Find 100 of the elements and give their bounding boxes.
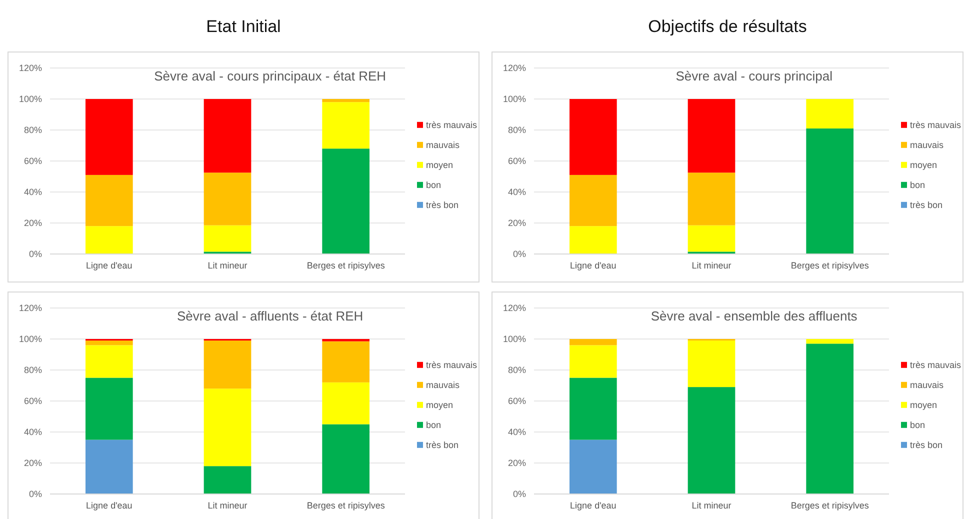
y-tick-label: 40% [508, 426, 526, 437]
legend-label: très mauvais [426, 120, 478, 130]
y-tick-label: 40% [24, 186, 42, 197]
bar [322, 424, 370, 494]
y-tick-label: 120% [18, 62, 42, 73]
y-tick-label: 80% [24, 364, 42, 375]
bar [570, 174, 617, 226]
legend-label: très bon [910, 200, 943, 210]
x-tick-label: Ligne d'eau [570, 500, 616, 510]
y-tick-label: 120% [502, 302, 526, 313]
x-tick-label: Berges et ripisylves [790, 260, 870, 270]
x-tick-label: Berges et ripisylves [306, 500, 386, 510]
bar [204, 388, 252, 466]
bar [86, 340, 133, 346]
text: Etat Initial [206, 17, 281, 36]
bar [570, 99, 617, 175]
legend-label: très bon [426, 200, 459, 210]
legend-label: bon [910, 420, 926, 430]
y-tick-label: 40% [508, 186, 526, 197]
y-tick-label: 60% [24, 396, 42, 406]
bar [322, 341, 370, 382]
bar [322, 102, 370, 149]
x-tick-label: Ligne d'eau [86, 260, 132, 270]
y-tick-label: 80% [508, 364, 526, 375]
bar [570, 339, 617, 346]
legend-label: très bon [426, 440, 459, 450]
legend-label: moyen [910, 400, 938, 410]
bar [322, 382, 370, 424]
legend-label: mauvais [910, 380, 944, 390]
bar [806, 128, 854, 254]
legend-label: bon [910, 180, 926, 190]
legend-label: très mauvais [910, 360, 962, 370]
x-tick-label: Lit mineur [208, 500, 248, 510]
y-tick-label: 100% [502, 334, 526, 344]
y-tick-label: 120% [502, 62, 526, 73]
legend-label: mauvais [910, 140, 944, 150]
legend-label: bon [426, 420, 442, 430]
legend-label: moyen [426, 400, 454, 410]
text: Objectifs de résultats [648, 17, 807, 36]
bar [86, 378, 133, 440]
bar [806, 344, 854, 494]
chart-title: Sèvre aval - cours principal [676, 68, 833, 84]
bar [204, 466, 252, 494]
y-tick-label: 60% [508, 396, 526, 406]
bar [688, 99, 736, 173]
y-tick-label: 80% [24, 124, 42, 135]
bar [204, 225, 252, 252]
bar [86, 99, 133, 175]
bar [688, 387, 736, 494]
y-tick-label: 100% [18, 334, 42, 344]
x-tick-label: Lit mineur [208, 260, 248, 270]
bar [688, 172, 736, 226]
bar [86, 226, 133, 254]
bar [204, 172, 252, 226]
legend-label: moyen [426, 160, 454, 170]
bar [204, 340, 252, 389]
x-tick-label: Ligne d'eau [570, 260, 616, 270]
bar [86, 345, 133, 378]
chart-title: Sèvre aval - cours principaux - état REH [154, 68, 386, 84]
legend-label: bon [426, 180, 442, 190]
bar [322, 148, 370, 254]
y-tick-label: 0% [28, 248, 42, 259]
x-tick-label: Lit mineur [692, 260, 732, 270]
legend-label: mauvais [426, 380, 460, 390]
x-tick-label: Berges et ripisylves [790, 500, 870, 510]
legend-label: très bon [910, 440, 943, 450]
y-tick-label: 20% [508, 458, 526, 468]
x-tick-label: Ligne d'eau [86, 500, 132, 510]
bar [688, 225, 736, 252]
x-tick-label: Lit mineur [692, 500, 732, 510]
bar [322, 99, 370, 102]
y-tick-label: 20% [24, 218, 42, 228]
y-tick-label: 80% [508, 124, 526, 135]
bar [570, 378, 617, 440]
legend-label: très mauvais [426, 360, 478, 370]
y-tick-label: 0% [512, 248, 526, 259]
bar [570, 440, 617, 494]
bar [806, 339, 854, 344]
bar [806, 99, 854, 128]
legend-label: très mauvais [910, 120, 962, 130]
y-tick-label: 60% [24, 156, 42, 166]
bar [204, 99, 252, 173]
bar [86, 174, 133, 226]
bar [86, 440, 133, 494]
bar [688, 340, 736, 388]
x-tick-label: Berges et ripisylves [306, 260, 386, 270]
y-tick-label: 20% [24, 458, 42, 468]
y-tick-label: 120% [18, 302, 42, 313]
y-tick-label: 60% [508, 156, 526, 166]
chart-title: Sèvre aval - affluents - état REH [177, 308, 364, 324]
y-tick-label: 20% [508, 218, 526, 228]
y-tick-label: 0% [28, 488, 42, 499]
y-tick-label: 100% [18, 94, 42, 104]
legend-label: mauvais [426, 140, 460, 150]
y-tick-label: 100% [502, 94, 526, 104]
bar [570, 345, 617, 378]
bar [570, 226, 617, 254]
y-tick-label: 40% [24, 426, 42, 437]
y-tick-label: 0% [512, 488, 526, 499]
chart-title: Sèvre aval - ensemble des affluents [650, 308, 858, 324]
